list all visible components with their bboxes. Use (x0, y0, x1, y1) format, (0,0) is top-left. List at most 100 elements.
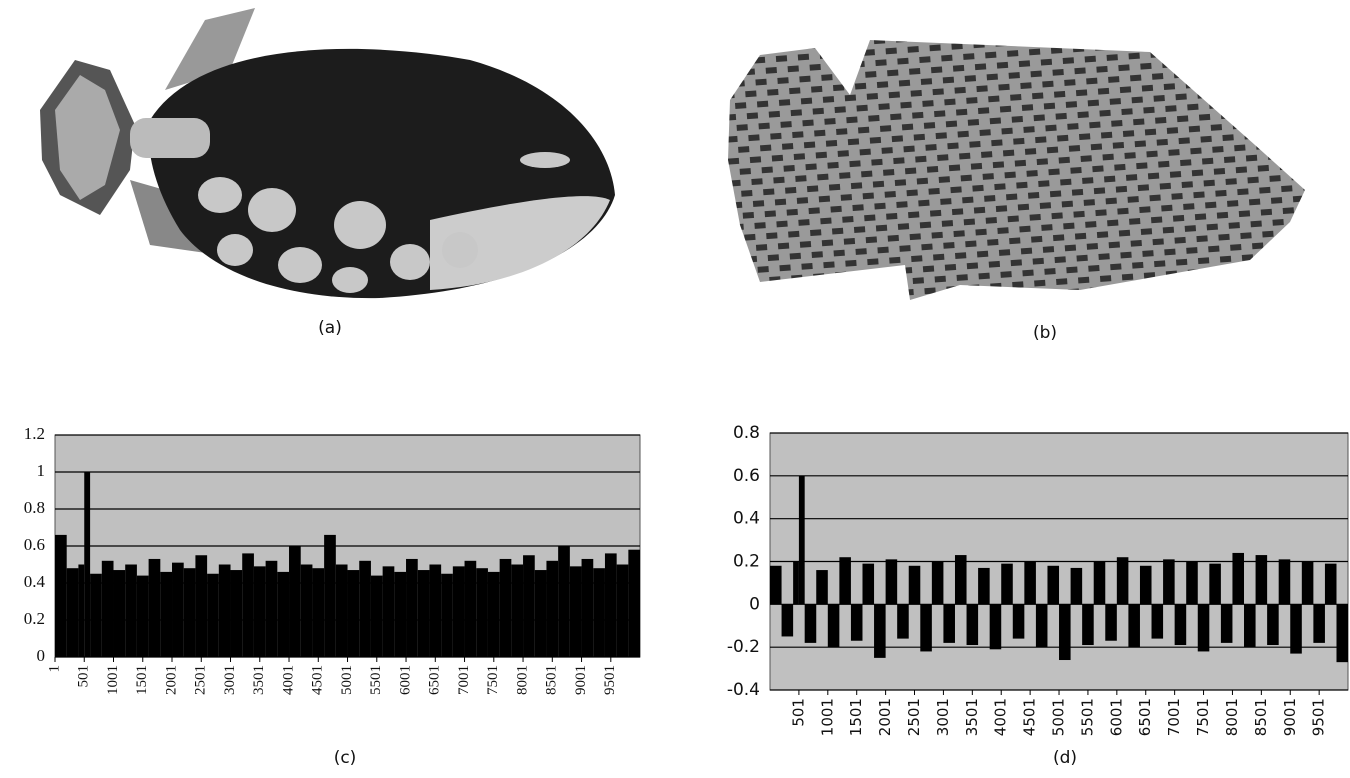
bar (1071, 568, 1083, 604)
y-tick-label: 0.2 (24, 609, 45, 628)
x-tick-label: 3001 (934, 698, 952, 736)
bar (1163, 559, 1175, 604)
x-tick-label: 5001 (1050, 698, 1068, 736)
caption: (a) (318, 318, 342, 338)
bar (1290, 604, 1302, 653)
bar (84, 472, 90, 657)
bar (1094, 562, 1106, 605)
caption: (c) (334, 748, 357, 768)
bar (219, 565, 231, 658)
bar (394, 572, 406, 657)
x-tick-label: 2001 (163, 665, 179, 695)
bar (1059, 604, 1071, 660)
bar (1244, 604, 1256, 647)
x-tick-label: 1501 (847, 698, 865, 736)
bar (1128, 604, 1140, 647)
x-tick-label: 6001 (397, 665, 413, 695)
bar (231, 570, 243, 657)
bar (78, 565, 84, 658)
bar (125, 565, 137, 658)
bar (1232, 553, 1244, 604)
x-tick-label: 501 (76, 665, 92, 688)
bar (558, 546, 570, 657)
x-tick-label: 8501 (1252, 698, 1270, 736)
bar (770, 566, 782, 605)
y-tick-label: 0.8 (24, 498, 45, 517)
y-tick-label: 0.8 (733, 423, 760, 443)
bar (593, 568, 605, 657)
bar (1152, 604, 1164, 638)
bar (617, 565, 629, 658)
bar (312, 568, 324, 657)
bar (55, 535, 67, 657)
bar (862, 564, 874, 605)
bar (102, 561, 114, 657)
bar (1313, 604, 1325, 643)
bar (839, 557, 851, 604)
x-tick-label: 6001 (1107, 698, 1125, 736)
bar (1256, 555, 1268, 604)
bar (886, 559, 898, 604)
bar (582, 559, 594, 657)
bar (301, 565, 313, 658)
x-tick-label: 7001 (456, 665, 472, 695)
bar (1024, 562, 1036, 605)
bar (207, 574, 219, 657)
bar (955, 555, 967, 604)
bar (920, 604, 932, 651)
bar (799, 476, 805, 605)
bar (277, 572, 289, 657)
bar (500, 559, 512, 657)
x-tick-label: 8001 (1223, 698, 1241, 736)
bar (1336, 604, 1348, 662)
bar (828, 604, 840, 647)
x-tick-label: 7001 (1165, 698, 1183, 736)
x-tick-label: 6501 (1136, 698, 1154, 736)
bar (465, 561, 477, 657)
bar (943, 604, 955, 643)
x-tick-label: 501 (789, 698, 807, 727)
x-tick-label: 2501 (905, 698, 923, 736)
caption: (b) (1033, 323, 1057, 343)
bar (967, 604, 979, 645)
bar (1221, 604, 1233, 643)
x-tick-label: 7501 (485, 665, 501, 695)
bar (897, 604, 909, 638)
bar (1117, 557, 1129, 604)
x-tick-label: 9501 (1310, 698, 1328, 736)
page: (a) (b) 00.20.40.60.811.2150110011501200… (0, 0, 1350, 778)
checker-texture (728, 40, 1305, 300)
x-tick-label: 5501 (1078, 698, 1096, 736)
bar (1082, 604, 1094, 645)
bar (137, 576, 149, 657)
bar (324, 535, 336, 657)
bar (242, 553, 254, 657)
bar (67, 568, 79, 657)
bar (570, 566, 582, 657)
bar (114, 570, 126, 657)
x-tick-label: 1001 (105, 665, 121, 695)
bar (1325, 564, 1337, 605)
bar (172, 563, 184, 657)
bar (990, 604, 1002, 649)
x-tick-label: 1001 (818, 698, 836, 736)
y-tick-label: 0.2 (733, 552, 760, 572)
bar (1013, 604, 1025, 638)
y-tick-label: 1.2 (24, 424, 45, 443)
x-tick-label: 8001 (514, 665, 530, 695)
bar (816, 570, 828, 604)
x-tick-label: 1 (46, 665, 62, 673)
bar (441, 574, 453, 657)
bar (406, 559, 418, 657)
bar (1209, 564, 1221, 605)
x-tick-label: 5501 (368, 665, 384, 695)
bar (1302, 562, 1314, 605)
bar (336, 565, 348, 658)
bar (1001, 564, 1013, 605)
bar (1198, 604, 1210, 651)
y-tick-label: 1 (37, 461, 46, 480)
x-tick-label: 5001 (339, 665, 355, 695)
y-tick-label: 0 (749, 594, 760, 614)
bar (511, 565, 523, 658)
x-tick-label: 2501 (193, 665, 209, 695)
